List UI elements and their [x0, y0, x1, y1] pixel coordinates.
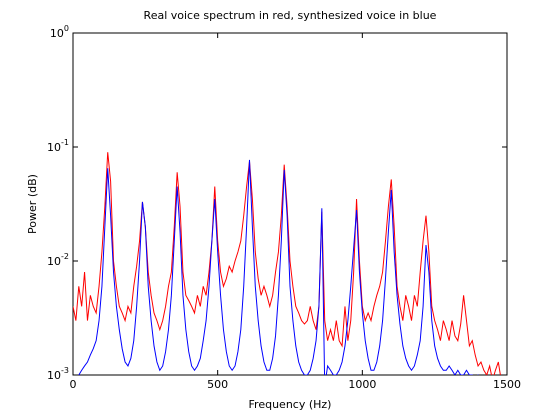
chart-title: Real voice spectrum in red, synthesized …: [144, 9, 437, 22]
plot-area: [72, 32, 508, 376]
x-tick-label: 1000: [348, 378, 376, 391]
y-tick-label: 10-3: [47, 366, 69, 382]
y-tick-label: 10-1: [47, 138, 69, 154]
x-axis-label: Frequency (Hz): [249, 398, 332, 411]
y-tick-label: 100: [50, 24, 69, 40]
y-axis-label: Power (dB): [26, 174, 39, 234]
x-tick-label: 0: [70, 378, 77, 391]
plot-lines: [73, 152, 501, 375]
spectrum-line: [78, 159, 479, 375]
y-tick-label: 10-2: [47, 252, 69, 268]
x-tick-label: 1500: [493, 378, 521, 391]
x-tick-label: 500: [207, 378, 228, 391]
